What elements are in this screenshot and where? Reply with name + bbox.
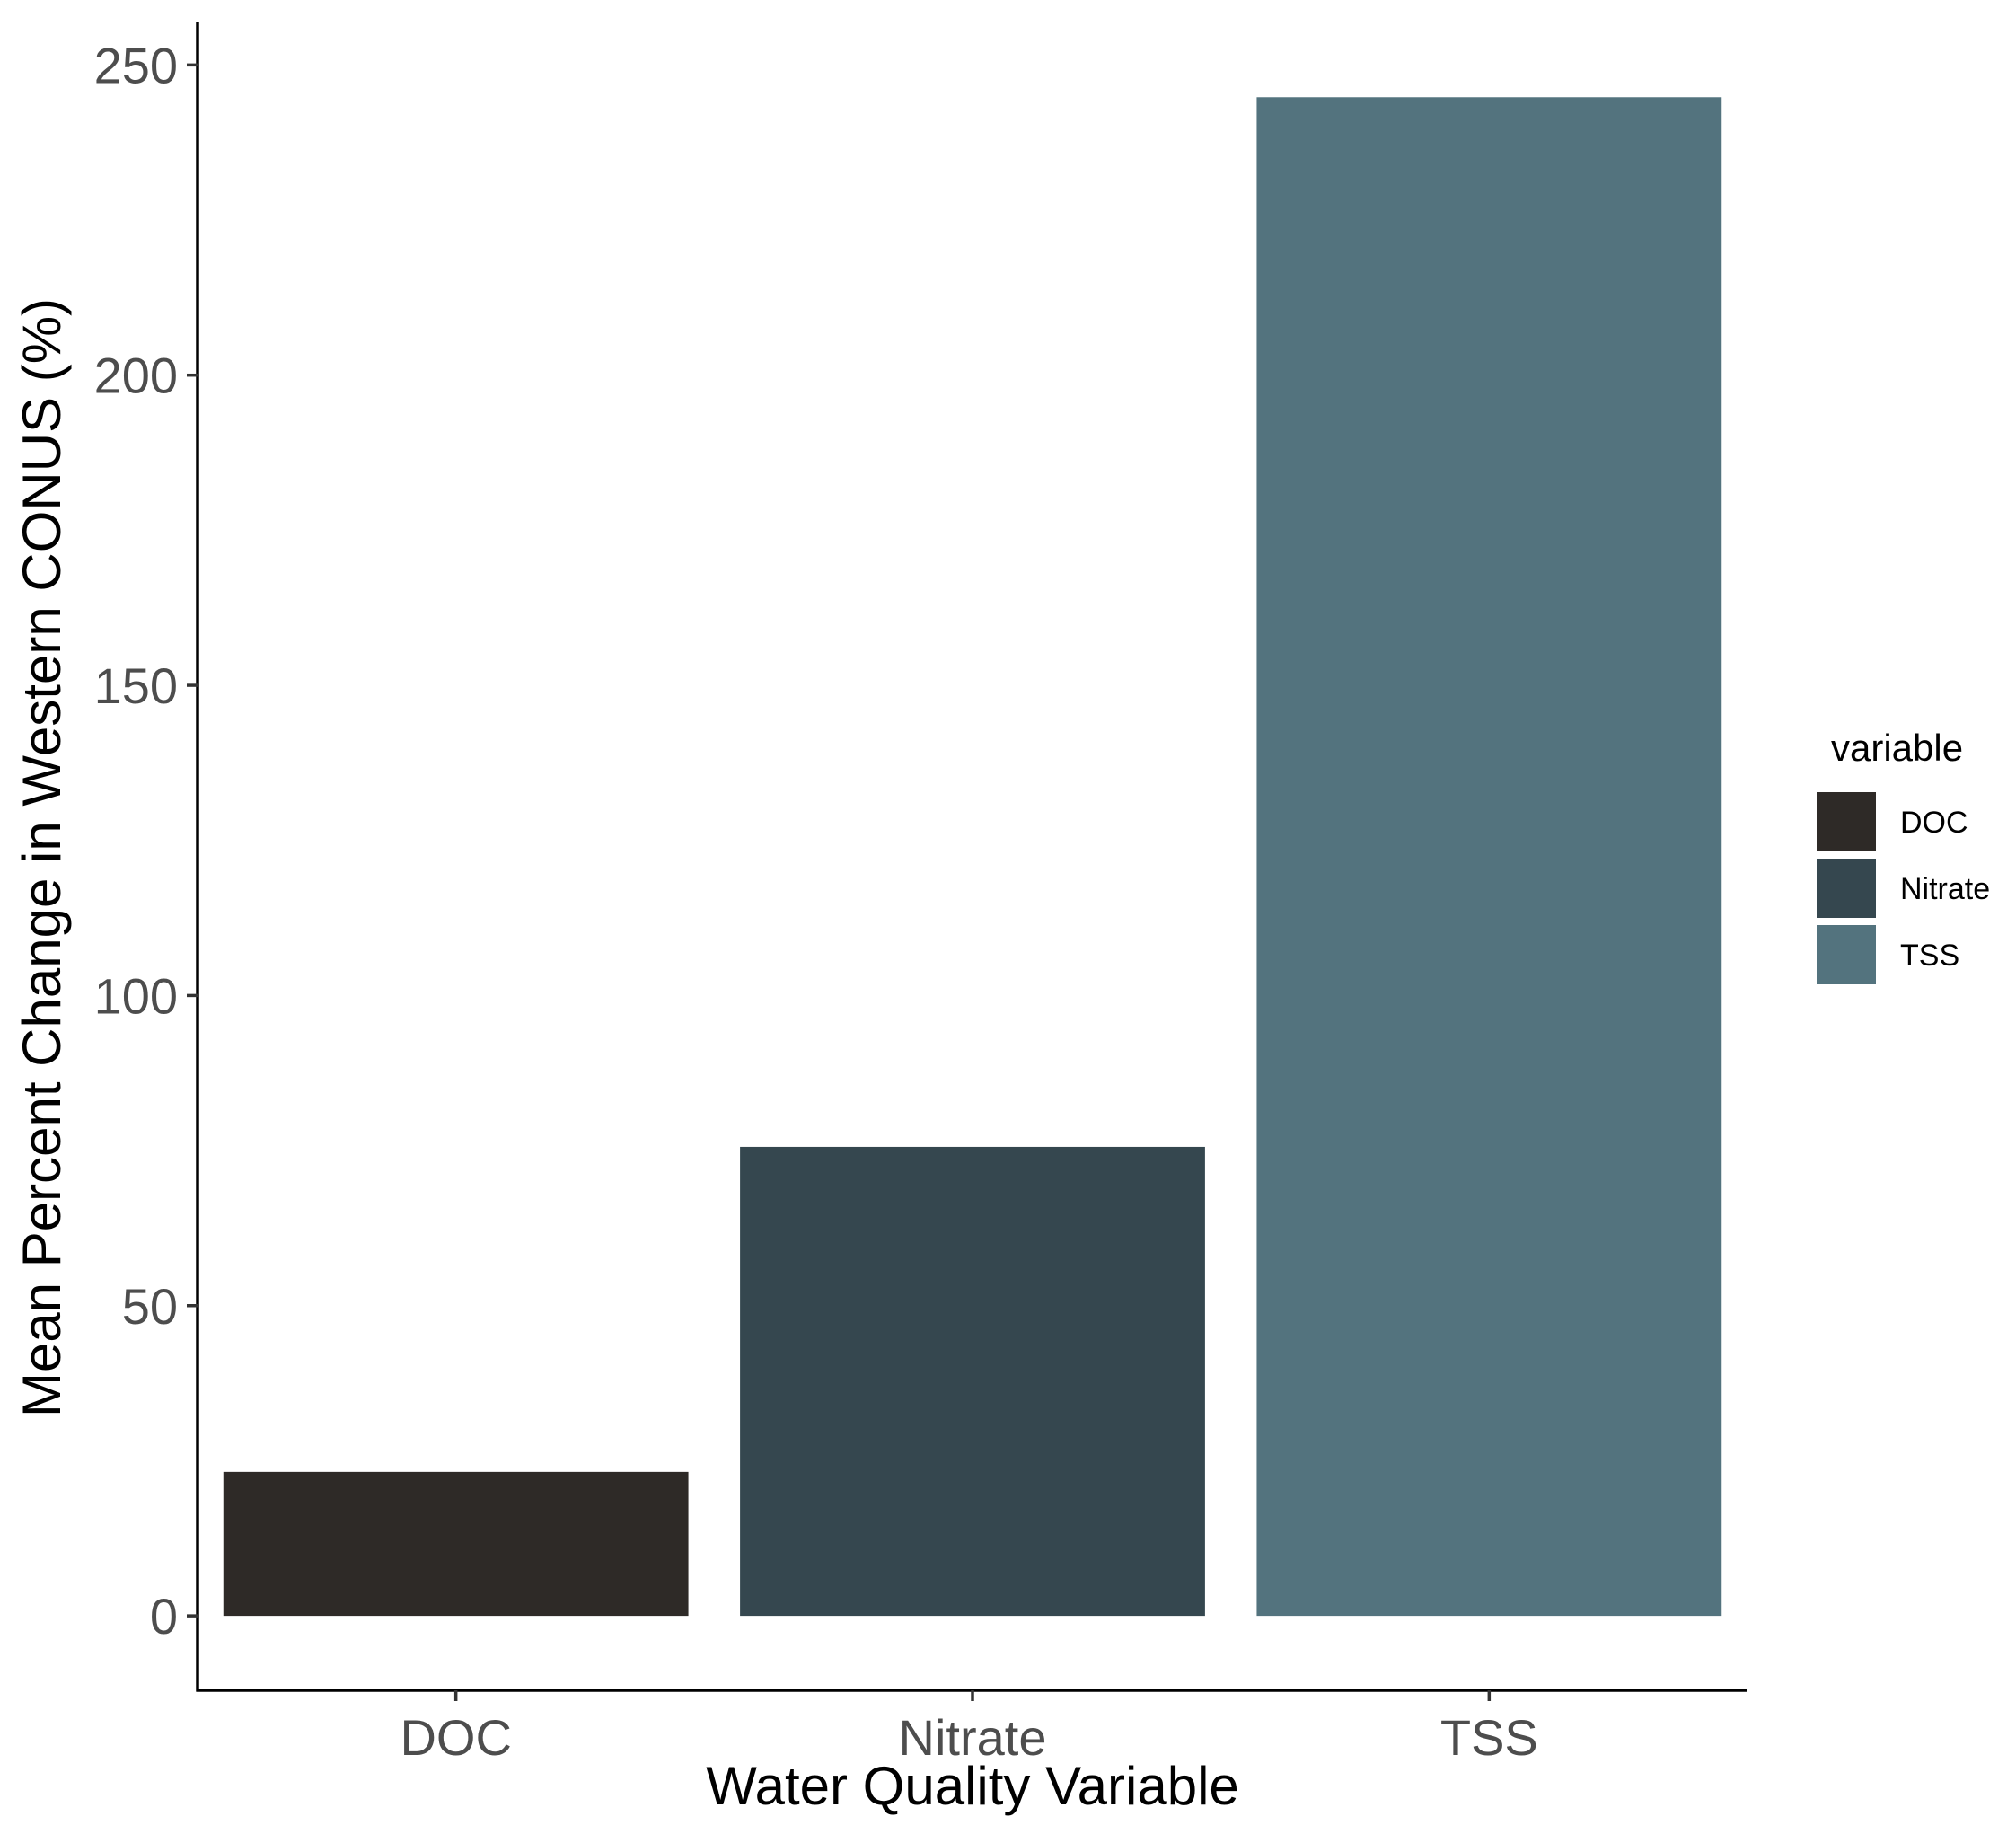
x-axis: DOC Nitrate TSS [196, 1689, 1747, 1766]
y-tick-label: 250 [94, 37, 178, 93]
y-tick-label: 0 [150, 1588, 178, 1644]
legend-label-tss: TSS [1900, 939, 1959, 973]
y-tick-label: 100 [94, 967, 178, 1024]
bar-nitrate [740, 1146, 1205, 1617]
legend-key-nitrate [1817, 859, 1876, 918]
legend-title: variable [1831, 727, 1963, 769]
bar-doc [223, 1471, 689, 1617]
x-axis-title: Water Quality Variable [706, 1756, 1239, 1816]
y-axis: 0 50 100 150 200 250 [94, 22, 199, 1692]
bar-tss [1256, 97, 1722, 1617]
legend-label-doc: DOC [1900, 806, 1968, 840]
y-tick-label: 200 [94, 348, 178, 404]
y-tick-label: 50 [122, 1278, 178, 1335]
legend-key-tss [1817, 925, 1876, 984]
x-tick-label: Nitrate [899, 1709, 1047, 1766]
y-axis-title: Mean Percent Change in Western CONUS (%) [12, 298, 72, 1417]
y-tick-label: 150 [94, 657, 178, 714]
x-tick-label: DOC [400, 1709, 511, 1766]
legend-key-doc [1817, 792, 1876, 851]
x-tick-label: TSS [1440, 1709, 1538, 1766]
legend-label-nitrate: Nitrate [1900, 872, 1990, 906]
legend: variable DOC Nitrate TSS [1817, 727, 1990, 984]
bars-group [223, 97, 1722, 1617]
